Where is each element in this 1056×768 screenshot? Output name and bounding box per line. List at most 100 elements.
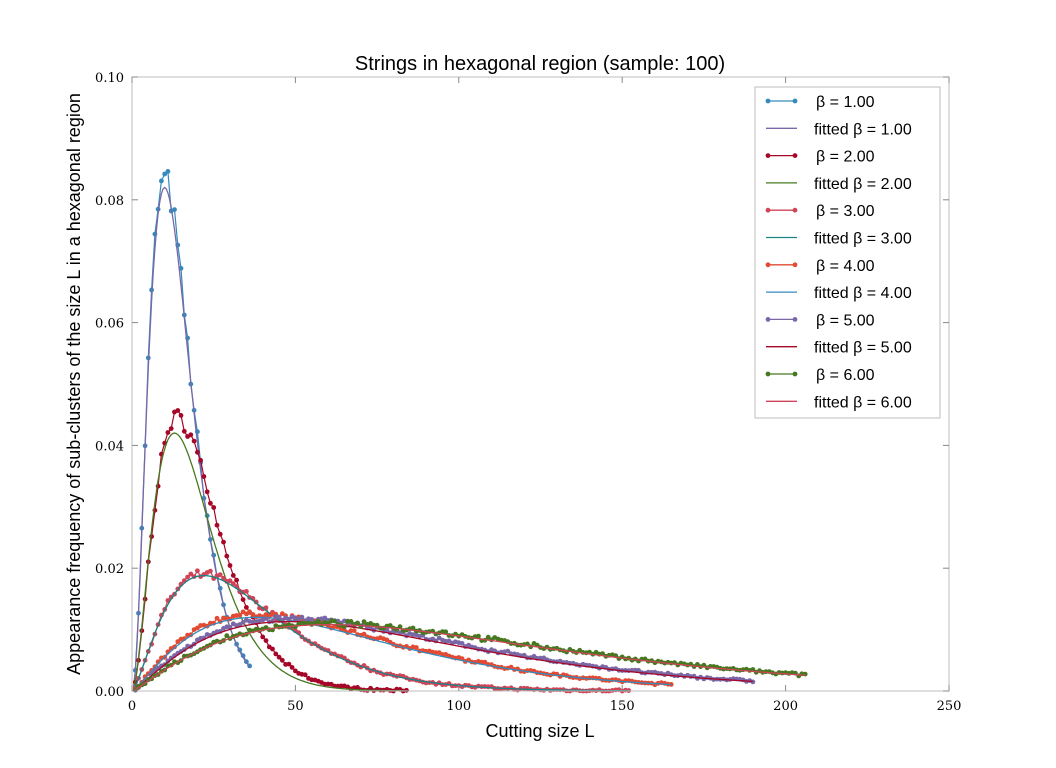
legend-box — [754, 86, 941, 419]
legend-label: β = 1.00 — [816, 94, 875, 111]
data-point — [276, 614, 282, 620]
data-point — [485, 634, 491, 640]
data-point — [508, 664, 514, 670]
data-point — [397, 624, 403, 630]
legend-label: fitted β = 4.00 — [814, 285, 912, 302]
data-point — [348, 619, 354, 624]
data-point — [178, 413, 184, 418]
data-point — [263, 616, 269, 621]
data-point — [355, 620, 360, 626]
series-4 — [132, 432, 407, 692]
data-point — [247, 609, 253, 615]
data-point — [302, 672, 308, 678]
data-point — [273, 651, 279, 657]
data-point — [315, 618, 321, 624]
legend-marker — [792, 317, 798, 322]
legend-label: fitted β = 5.00 — [814, 340, 912, 357]
data-point — [270, 618, 275, 624]
legend-label: fitted β = 2.00 — [814, 176, 912, 193]
series-8 — [133, 616, 672, 691]
data-point — [195, 568, 200, 574]
plot-area — [132, 169, 808, 694]
data-point — [208, 500, 213, 506]
data-point — [195, 449, 200, 455]
legend-marker — [765, 98, 771, 104]
data-point — [162, 171, 168, 177]
data-point — [240, 597, 246, 602]
legend-marker — [765, 317, 771, 322]
data-point — [214, 522, 220, 528]
data-point — [279, 657, 285, 663]
data-point — [358, 624, 364, 629]
legend-item: fitted β = 6.00 — [766, 394, 912, 411]
y-tick-label: 0.10 — [95, 71, 124, 86]
legend: β = 1.00 fitted β = 1.00 β = 2.00 fitted β … — [754, 86, 941, 419]
data-point — [159, 178, 164, 184]
series-6 — [133, 574, 629, 692]
legend-label: β = 4.00 — [816, 258, 875, 275]
data-point — [244, 589, 249, 594]
data-point — [204, 489, 210, 495]
series-line — [133, 574, 629, 692]
data-point — [237, 612, 243, 618]
data-point — [214, 615, 220, 621]
data-point — [188, 432, 194, 438]
data-point — [224, 633, 230, 639]
data-point — [433, 650, 439, 656]
y-axis: 0.00 0.02 0.04 0.06 0.08 0.10 — [95, 71, 949, 700]
y-tick-label: 0.02 — [95, 562, 124, 577]
x-axis-label-text: Cutting size L — [485, 721, 594, 741]
legend-marker — [792, 371, 798, 377]
legend-label: β = 2.00 — [816, 149, 875, 166]
x-tick-label: 0 — [128, 699, 136, 714]
data-point — [286, 661, 292, 667]
data-point — [276, 654, 282, 660]
x-tick-label: 50 — [287, 699, 304, 714]
data-point — [443, 629, 449, 635]
y-tick-label: 0.00 — [95, 685, 124, 700]
data-point — [208, 568, 213, 574]
data-point — [351, 628, 357, 633]
data-point — [387, 623, 393, 628]
legend-label: fitted β = 6.00 — [814, 394, 912, 411]
series-line — [132, 432, 407, 692]
x-tick-label: 200 — [773, 699, 798, 714]
chart-title: Strings in hexagonal region (sample: 100… — [355, 53, 725, 75]
y-tick-label: 0.08 — [95, 194, 124, 209]
data-point — [505, 648, 511, 654]
plot-frame — [131, 76, 950, 692]
data-point — [413, 645, 419, 650]
data-point — [600, 651, 605, 656]
data-point — [201, 474, 207, 479]
series-12 — [133, 624, 806, 691]
legend-label: β = 5.00 — [816, 312, 875, 329]
data-point — [332, 618, 337, 624]
data-point — [221, 539, 226, 545]
data-point — [234, 577, 240, 583]
y-axis-label: Appearance frequency of sub-clusters of … — [64, 93, 84, 675]
legend-item: fitted β = 1.00 — [766, 121, 912, 138]
data-point — [270, 646, 275, 652]
data-point — [289, 665, 295, 670]
x-axis-label: Cutting size L — [485, 721, 594, 741]
x-tick-label: 150 — [610, 699, 635, 714]
legend-item: β = 1.00 — [765, 94, 875, 111]
data-point — [172, 644, 177, 650]
data-point — [227, 563, 233, 568]
legend-label: β = 6.00 — [816, 367, 875, 384]
legend-marker — [765, 207, 771, 213]
data-point — [230, 581, 236, 586]
data-point — [482, 659, 488, 665]
data-point — [263, 638, 269, 643]
data-point — [361, 619, 367, 624]
legend-marker — [765, 371, 771, 377]
data-point — [250, 612, 256, 617]
y-tick-label: 0.06 — [95, 317, 124, 332]
legend-item: β = 5.00 — [765, 312, 875, 329]
x-tick-label: 100 — [446, 699, 471, 714]
data-point — [361, 631, 367, 637]
data-point — [165, 430, 171, 435]
data-point — [217, 531, 223, 537]
legend-label: fitted β = 1.00 — [814, 121, 912, 138]
